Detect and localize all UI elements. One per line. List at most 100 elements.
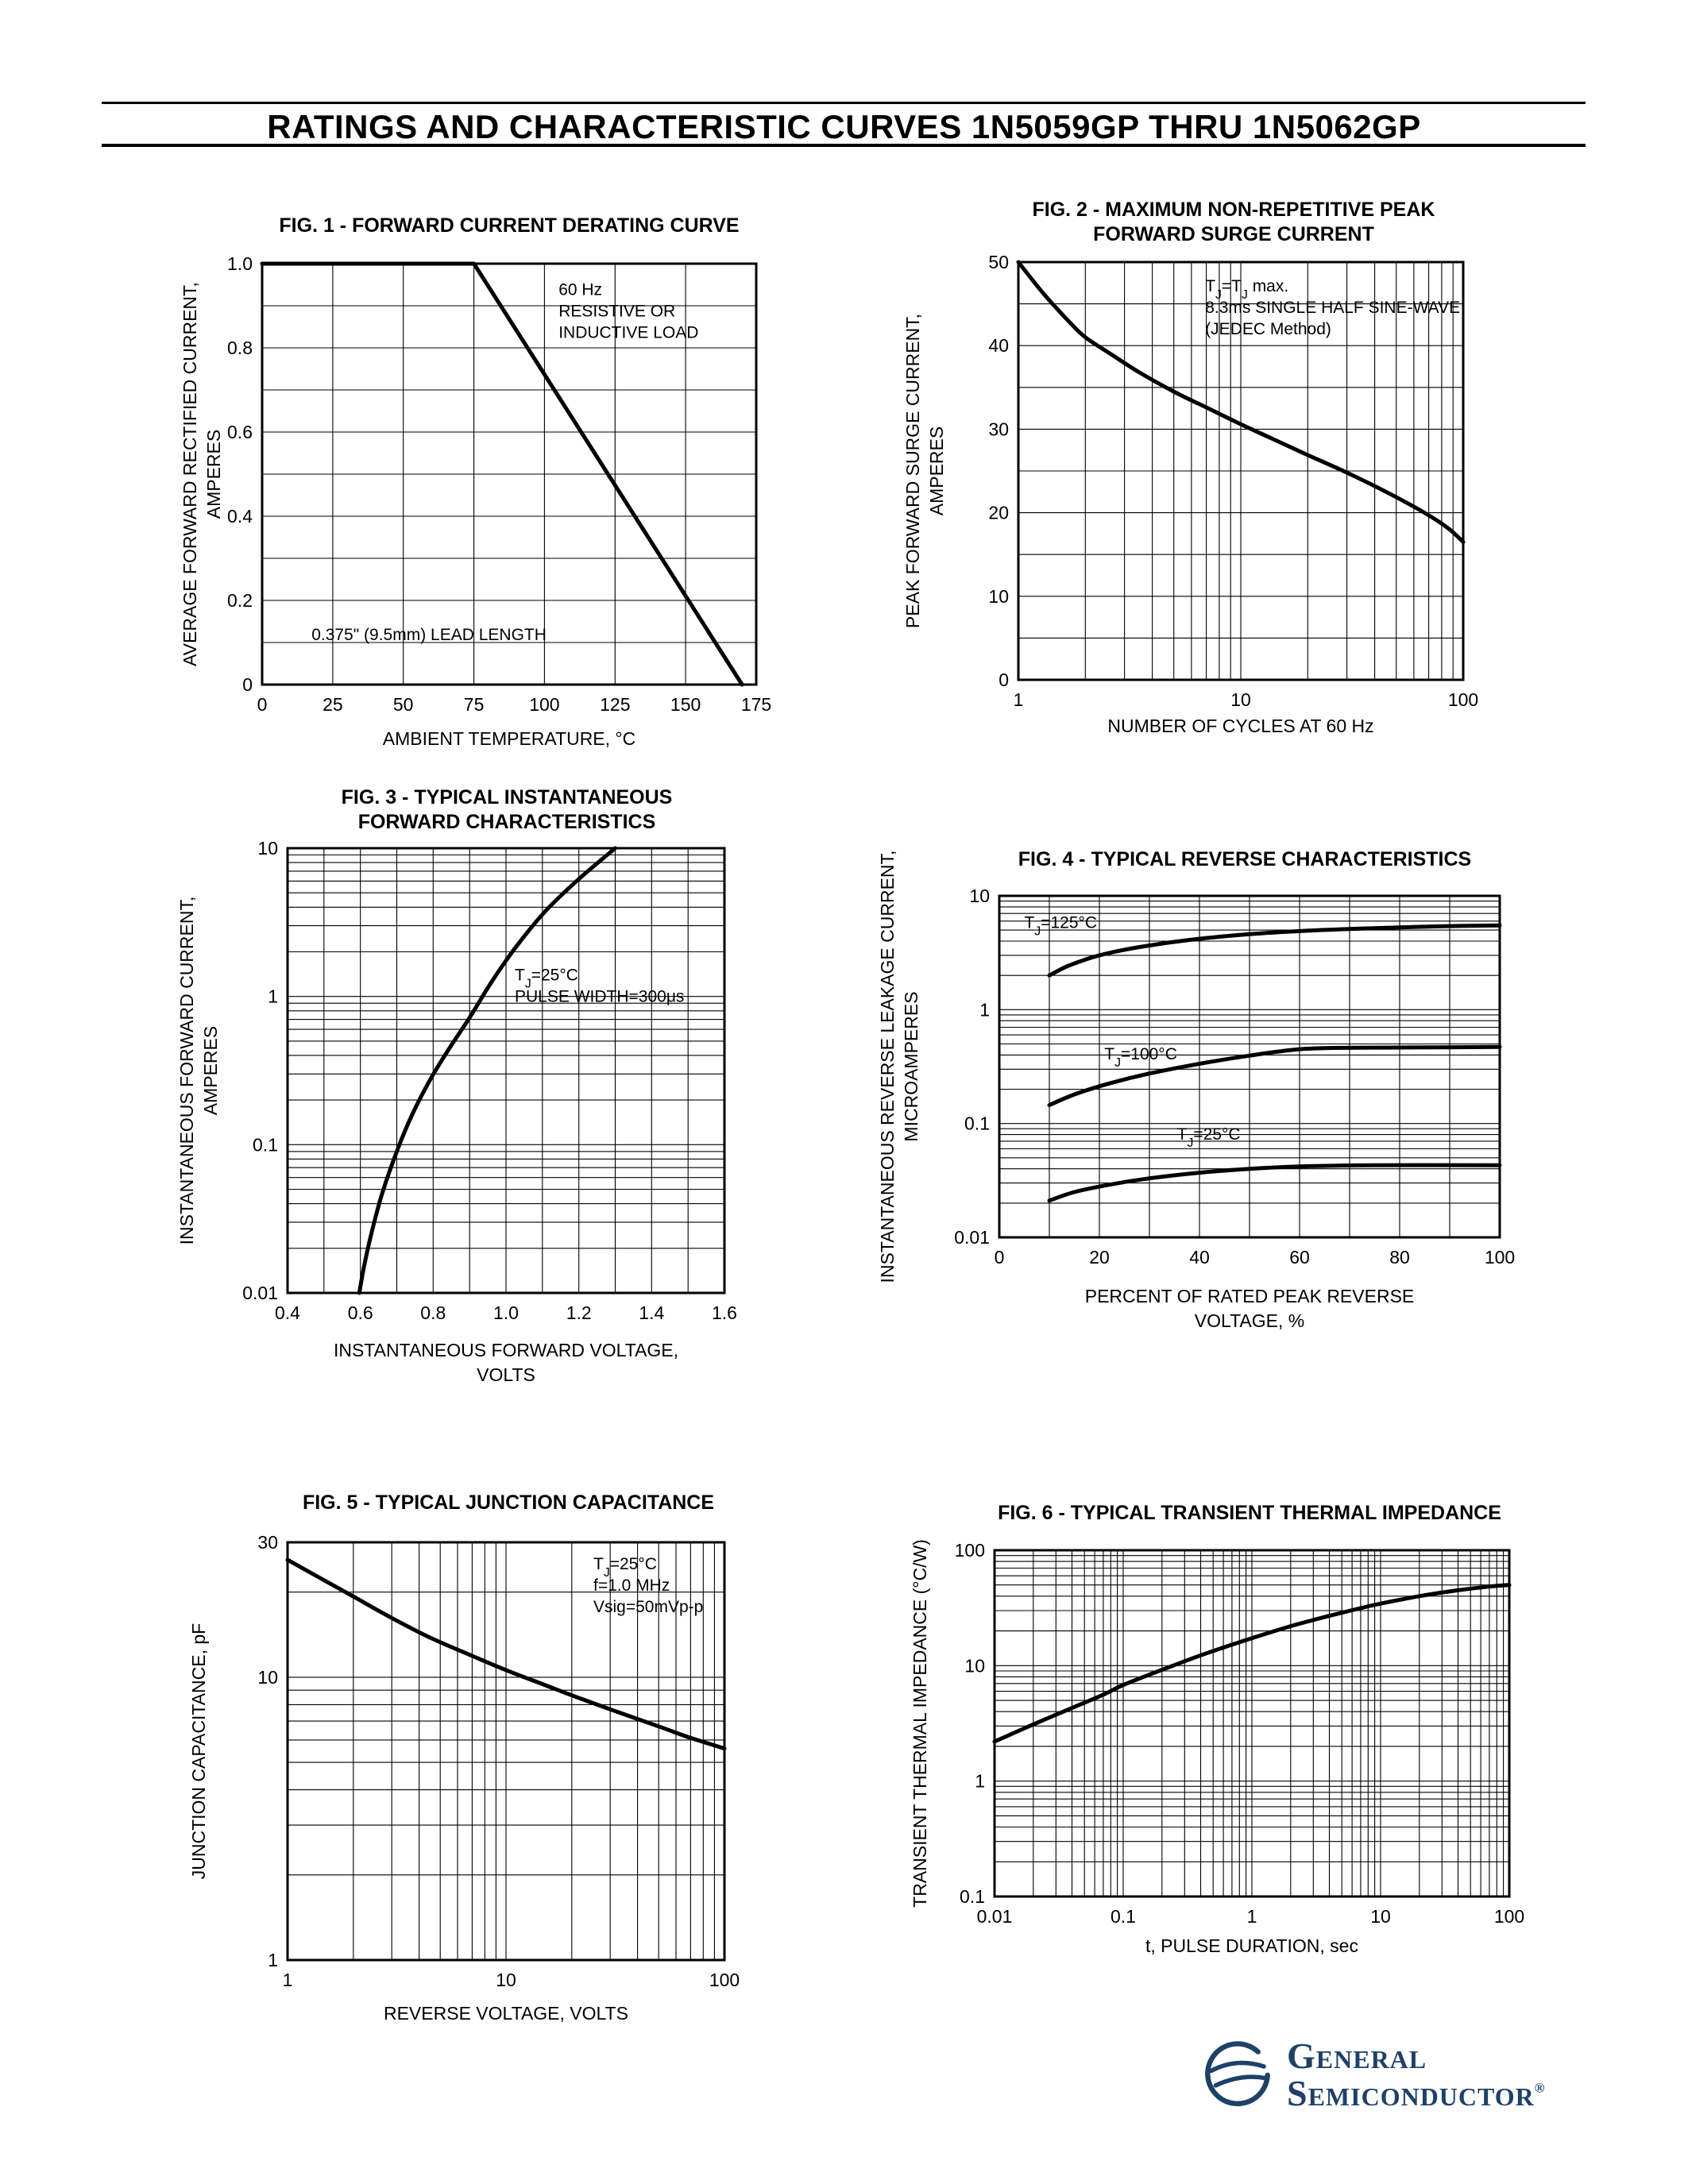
- brand-text: General Semiconductor®: [1287, 2037, 1546, 2113]
- fig4-ytick-label: 1: [979, 999, 990, 1020]
- fig5-ytick-label: 1: [268, 1950, 278, 1970]
- fig3-xtick-label: 1.4: [639, 1302, 664, 1323]
- fig1-plot-border: [261, 262, 758, 686]
- fig2-annotation-line: (JEDEC Method): [1205, 320, 1331, 338]
- fig1-xtick-label: 0: [257, 694, 268, 715]
- fig6-xtick-label: 100: [1494, 1906, 1524, 1927]
- fig1-xtick-label: 100: [529, 694, 559, 715]
- fig1-x-axis-label: AMBIENT TEMPERATURE, °C: [383, 728, 635, 749]
- header-rule-top: [102, 102, 1586, 104]
- fig1-y-axis-label: AMPERES: [203, 430, 224, 519]
- fig4-annotation-line: TJ=25°C: [1177, 1125, 1241, 1150]
- fig6-xtick-label: 10: [1370, 1906, 1391, 1927]
- fig2-annotation-line: 8.3ms SINGLE HALF SINE-WAVE: [1205, 299, 1460, 317]
- fig5-x-axis-label: REVERSE VOLTAGE, VOLTS: [384, 2003, 628, 2024]
- fig5-annotation-line: TJ=25°C: [593, 1555, 657, 1580]
- fig3-x-axis-label: VOLTS: [477, 1364, 535, 1385]
- fig3-xtick-label: 0.8: [420, 1302, 446, 1323]
- fig3-plot-border: [286, 847, 726, 1295]
- fig2-ytick-label: 40: [988, 335, 1009, 356]
- fig3-title-line: FORWARD CHARACTERISTICS: [358, 811, 656, 833]
- fig3-xtick-label: 1.0: [493, 1302, 519, 1323]
- fig1-ytick-label: 0: [242, 674, 253, 695]
- page-title: RATINGS AND CHARACTERISTIC CURVES 1N5059…: [267, 108, 1421, 145]
- brand-name-semiconductor-text: Semiconductor: [1287, 2072, 1535, 2113]
- fig4-x-axis-label: PERCENT OF RATED PEAK REVERSE: [1085, 1286, 1415, 1306]
- fig5-ytick-label: 30: [257, 1532, 278, 1553]
- fig1-ytick-label: 0.4: [227, 506, 253, 527]
- fig2-curve-surge-current: [1016, 260, 1466, 544]
- fig4-xtick-label: 60: [1289, 1247, 1310, 1268]
- registered-mark: ®: [1534, 2080, 1546, 2096]
- fig4-xtick-label: 20: [1089, 1247, 1110, 1268]
- fig1-ytick-label: 0.8: [227, 338, 253, 358]
- fig4-xtick-label: 80: [1389, 1247, 1410, 1268]
- fig6-y-axis-label: TRANSIENT THERMAL IMPEDANCE (°C/W): [910, 1539, 930, 1908]
- fig1-title-line: FIG. 1 - FORWARD CURRENT DERATING CURVE: [279, 214, 739, 237]
- fig3-xtick-label: 1.2: [566, 1302, 592, 1323]
- fig3-ytick-label: 1: [268, 986, 278, 1007]
- fig1-annotation-line: INDUCTIVE LOAD: [558, 324, 698, 342]
- fig2-ytick-label: 0: [999, 669, 1009, 690]
- fig2-xtick-label: 1: [1014, 689, 1024, 710]
- fig5-xtick-label: 100: [709, 1970, 740, 1990]
- header-rule-bottom: [102, 144, 1586, 147]
- fig5-xtick-label: 1: [283, 1970, 293, 1990]
- fig1-xtick-label: 75: [464, 694, 485, 715]
- fig1-xtick-label: 150: [670, 694, 701, 715]
- fig2-y-axis-label: PEAK FORWARD SURGE CURRENT,: [902, 314, 923, 628]
- fig4-grid: [999, 895, 1501, 1238]
- general-semiconductor-logo-icon: [1205, 2041, 1270, 2106]
- fig3-xtick-label: 0.6: [348, 1302, 373, 1323]
- fig6-ytick-label: 100: [955, 1540, 985, 1561]
- fig2-xtick-label: 100: [1448, 689, 1478, 710]
- fig6-xtick-label: 1: [1247, 1906, 1257, 1927]
- fig4-curve-tj-125c: [1047, 923, 1502, 978]
- fig2-plot-border: [1017, 260, 1465, 681]
- fig4-curve-tj-25c: [1047, 1163, 1502, 1203]
- fig5-curve-junction-capacitance: [285, 1557, 727, 1751]
- fig6-xtick-label: 0.1: [1111, 1906, 1136, 1927]
- fig1-annotation-line: 60 Hz: [558, 281, 602, 299]
- fig3-y-axis-label: INSTANTANEOUS FORWARD CURRENT,: [176, 897, 197, 1245]
- fig6-ytick-label: 0.1: [960, 1886, 985, 1907]
- fig4-curve-tj-100c: [1047, 1044, 1502, 1107]
- fig1-curve-derating-curve: [260, 261, 744, 687]
- fig1-xtick-label: 125: [600, 694, 630, 715]
- fig4-ytick-label: 10: [969, 886, 990, 906]
- fig5-annotation-line: f=1.0 MHz: [593, 1576, 670, 1595]
- fig1-xtick-label: 50: [393, 694, 414, 715]
- fig3-x-axis-label: INSTANTANEOUS FORWARD VOLTAGE,: [334, 1340, 678, 1360]
- fig3-xtick-label: 0.4: [275, 1302, 300, 1323]
- fig3-ytick-label: 10: [257, 838, 278, 859]
- fig2-ytick-label: 10: [988, 586, 1009, 607]
- fig6-title-line: FIG. 6 - TYPICAL TRANSIENT THERMAL IMPED…: [998, 1502, 1501, 1524]
- general-semiconductor-logo: General Semiconductor®: [1201, 2037, 1546, 2113]
- fig4-title-line: FIG. 4 - TYPICAL REVERSE CHARACTERISTICS: [1018, 848, 1471, 870]
- fig1-annotation-line: 0.375" (9.5mm) LEAD LENGTH: [311, 626, 547, 644]
- fig6-x-axis-label: t, PULSE DURATION, sec: [1145, 1935, 1358, 1956]
- fig2-x-axis-label: NUMBER OF CYCLES AT 60 Hz: [1107, 716, 1373, 736]
- fig2-annotation-line: TJ=TJ max.: [1205, 277, 1288, 302]
- fig4-y-axis-label: INSTANTANEOUS REVERSE LEAKAGE CURRENT,: [877, 851, 898, 1283]
- fig1-xtick-label: 25: [323, 694, 343, 715]
- fig2-y-axis-label: AMPERES: [926, 426, 947, 515]
- fig4-y-axis-label: MICROAMPERES: [901, 991, 921, 1141]
- fig2-title-line: FIG. 2 - MAXIMUM NON-REPETITIVE PEAK: [1033, 199, 1435, 221]
- fig1-xtick-label: 175: [741, 694, 771, 715]
- fig6-ytick-label: 1: [975, 1771, 985, 1792]
- fig1-annotation-line: RESISTIVE OR: [558, 303, 675, 321]
